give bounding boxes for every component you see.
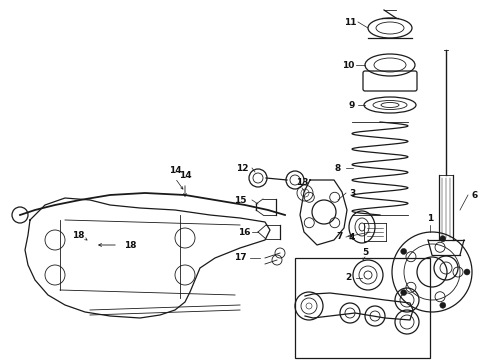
Circle shape bbox=[401, 248, 407, 255]
Text: 15: 15 bbox=[234, 195, 246, 204]
Bar bbox=[295, 258, 430, 358]
Text: 10: 10 bbox=[342, 60, 354, 69]
Text: 1: 1 bbox=[427, 213, 433, 222]
Text: 9: 9 bbox=[349, 100, 355, 109]
Text: 4: 4 bbox=[349, 233, 355, 242]
Text: 18: 18 bbox=[124, 240, 136, 249]
Text: 3: 3 bbox=[349, 189, 355, 198]
Text: 6: 6 bbox=[472, 190, 478, 199]
Text: 12: 12 bbox=[236, 163, 248, 172]
Text: 8: 8 bbox=[335, 163, 341, 172]
Circle shape bbox=[464, 269, 470, 275]
Text: 2: 2 bbox=[345, 274, 351, 283]
Circle shape bbox=[440, 302, 446, 308]
Text: 7: 7 bbox=[337, 231, 343, 240]
Text: 14: 14 bbox=[179, 171, 191, 180]
Text: 16: 16 bbox=[238, 228, 250, 237]
Text: 17: 17 bbox=[234, 253, 246, 262]
Text: 18: 18 bbox=[72, 230, 84, 239]
Circle shape bbox=[440, 236, 446, 242]
Text: 11: 11 bbox=[344, 18, 356, 27]
Text: 14: 14 bbox=[169, 166, 181, 175]
Text: 5: 5 bbox=[362, 248, 368, 257]
Circle shape bbox=[401, 289, 407, 296]
Text: 13: 13 bbox=[296, 177, 308, 186]
